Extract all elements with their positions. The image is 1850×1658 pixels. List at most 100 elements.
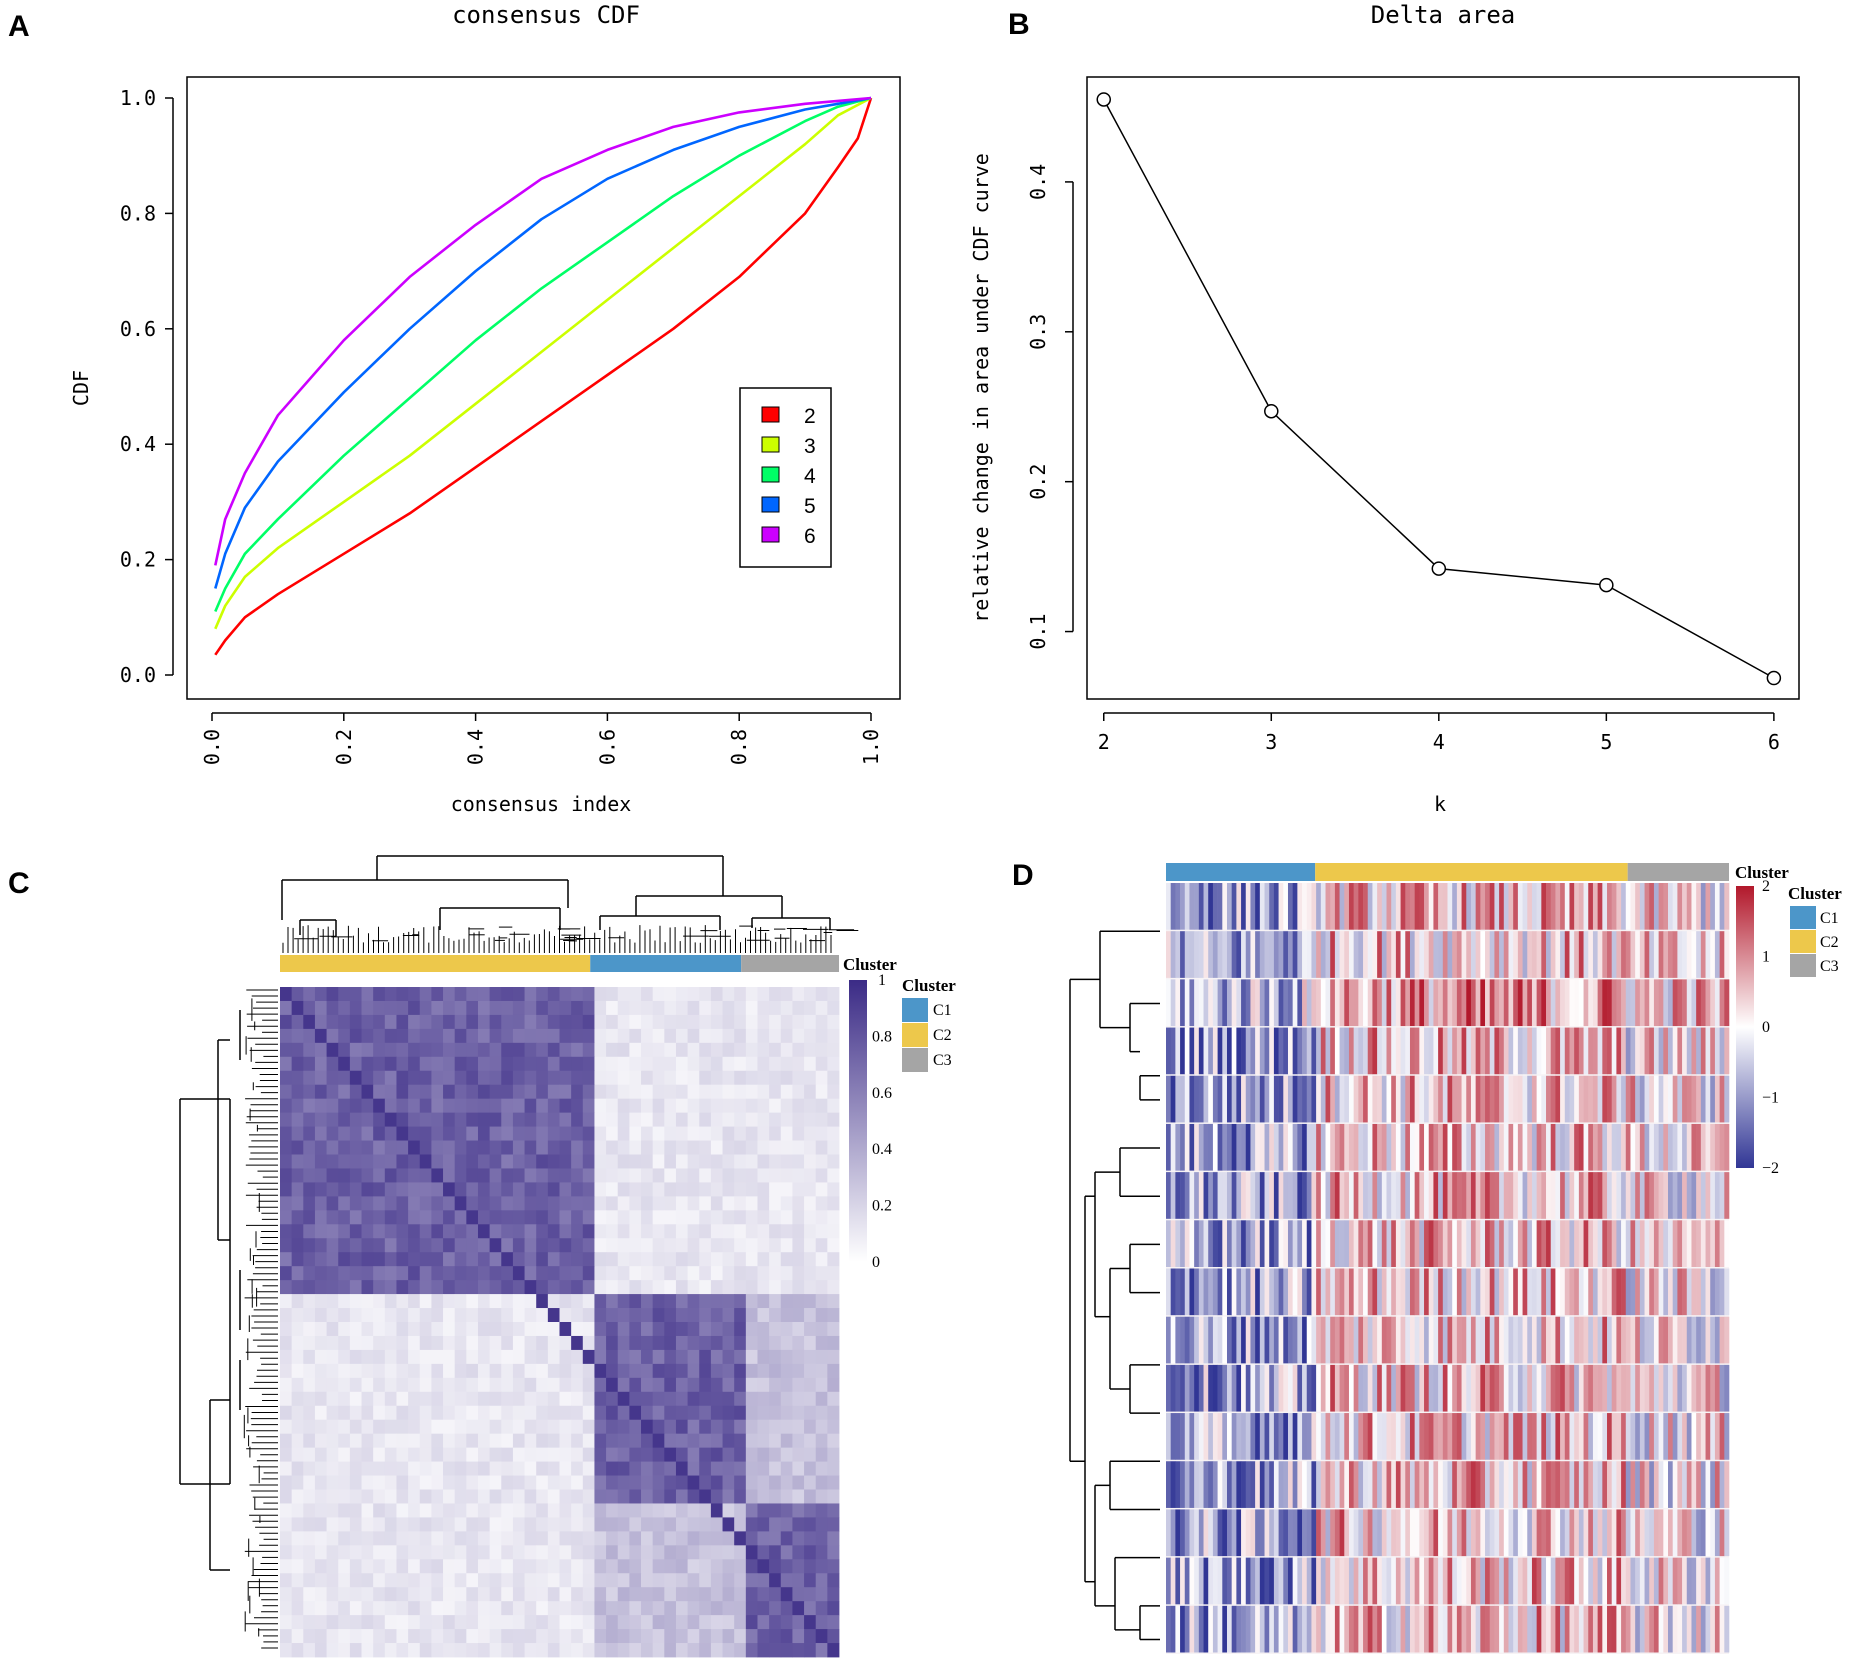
chart-d-cell	[1208, 931, 1214, 978]
chart-c-cell	[606, 1112, 619, 1127]
chart-c-cell	[710, 1475, 723, 1490]
chart-d-cell	[1592, 1268, 1598, 1316]
chart-c-cell	[804, 1224, 817, 1239]
chart-c-cell	[582, 1377, 595, 1393]
chart-d-cell	[1546, 1075, 1552, 1123]
chart-c-cell	[443, 1601, 456, 1616]
chart-c-cell	[792, 1154, 805, 1169]
chart-d-cell	[1428, 1268, 1434, 1316]
chart-d-cell	[1569, 1172, 1575, 1219]
chart-d-cell	[1381, 1268, 1387, 1316]
chart-c-cell	[827, 1084, 840, 1100]
chart-d-cell	[1428, 1605, 1434, 1653]
chart-c-cell	[827, 1419, 840, 1435]
chart-c-cell	[419, 1475, 432, 1490]
chart-d-cell	[1560, 1605, 1566, 1653]
chart-c-cell	[501, 1335, 514, 1351]
chart-d-cell	[1682, 1316, 1688, 1364]
chart-c-cell	[466, 1294, 479, 1309]
chart-d-cell	[1714, 1268, 1720, 1316]
chart-d-cell	[1241, 1027, 1247, 1075]
chart-d-cell	[1208, 1364, 1214, 1412]
chart-c-cell	[477, 1391, 491, 1407]
chart-d-cell	[1616, 1075, 1622, 1123]
chart-c-cell	[745, 1335, 758, 1351]
chart-d-cell	[1461, 1509, 1467, 1557]
chart-c-cell	[396, 1294, 409, 1309]
chart-d-cell	[1330, 1220, 1336, 1267]
chart-d-cell	[1428, 979, 1434, 1027]
chart-c-cell	[524, 1322, 537, 1337]
chart-c-cell	[757, 1196, 770, 1211]
chart-c-cell	[606, 1629, 619, 1644]
chart-c-colorbar: 10.80.60.40.20	[849, 972, 892, 1271]
chart-c-cell	[314, 1126, 327, 1141]
chart-d-cell	[1400, 1123, 1406, 1171]
chart-c-cell	[349, 1643, 362, 1658]
chart-d-cell	[1424, 1220, 1430, 1267]
chart-d-cell	[1691, 1123, 1697, 1171]
chart-c-cell	[373, 1028, 386, 1044]
chart-d-cell	[1325, 1557, 1331, 1605]
chart-c-cell	[804, 1475, 817, 1490]
chart-c-cell	[547, 1322, 560, 1337]
chart-d-cell	[1621, 1364, 1627, 1412]
chart-c-cell	[536, 1391, 549, 1407]
chart-c-cell	[769, 1433, 782, 1449]
chart-d-cell	[1320, 1509, 1326, 1557]
chart-c-cell	[466, 1601, 479, 1616]
chart-c-cell	[303, 1168, 316, 1183]
chart-d-cell	[1574, 1075, 1580, 1123]
chart-d-cell	[1245, 883, 1251, 930]
chart-c-cell	[373, 1377, 386, 1393]
chart-c-cell	[512, 1391, 525, 1407]
chart-d-cell	[1334, 931, 1340, 978]
chart-c-cell	[641, 1182, 654, 1197]
chart-d-cell	[1428, 1316, 1434, 1364]
chart-d-cell	[1358, 1075, 1364, 1123]
chart-d-cell	[1180, 1413, 1186, 1460]
chart-d-cell	[1550, 1220, 1556, 1267]
chart-c-cell	[780, 1280, 793, 1295]
chart-d-cell	[1508, 883, 1514, 930]
chart-c-cell	[512, 1377, 525, 1393]
chart-d-cell	[1386, 883, 1392, 930]
chart-d-cell	[1348, 1268, 1354, 1316]
chart-c-cell	[431, 1042, 444, 1058]
chart-d-cell	[1348, 1123, 1354, 1171]
chart-c-cell	[338, 1154, 351, 1169]
chart-c-cell	[314, 1056, 327, 1072]
chart-d-cell	[1658, 883, 1664, 930]
chart-c-cell	[641, 1349, 654, 1365]
chart-d-cell	[1194, 1364, 1200, 1412]
chart-c-cell	[431, 1196, 444, 1211]
chart-d-colorbar-tick-label: 1	[1762, 949, 1770, 966]
chart-c-cell	[361, 1112, 374, 1127]
chart-c-cell	[757, 1266, 770, 1281]
chart-c-cell	[501, 1042, 514, 1058]
chart-c-cell	[477, 1629, 491, 1644]
chart-c-cell	[361, 1545, 374, 1560]
chart-c-cell	[617, 1056, 630, 1072]
chart-d-cell	[1217, 931, 1223, 978]
chart-d-cell	[1170, 1509, 1176, 1557]
chart-d-cell	[1550, 883, 1556, 930]
chart-d-cell	[1644, 979, 1650, 1027]
chart-c-cell	[757, 1587, 770, 1602]
chart-c-cell	[815, 1587, 828, 1602]
chart-c-cell	[594, 1643, 607, 1658]
chart-c-cell	[629, 1405, 642, 1421]
chart-c-cell	[815, 1084, 828, 1100]
chart-c-cell	[419, 1447, 432, 1462]
chart-c-cell	[338, 1056, 351, 1072]
chart-c-cell	[547, 1475, 560, 1490]
chart-c-cell	[629, 1000, 642, 1016]
chart-d-cell	[1311, 1605, 1317, 1653]
chart-d-cell	[1250, 883, 1256, 930]
chart-c-cell	[280, 1601, 293, 1616]
chart-d-cell	[1311, 883, 1317, 930]
chart-d-cell	[1414, 1509, 1420, 1557]
chart-d-cell	[1170, 1075, 1176, 1123]
chart-d-cell	[1700, 1268, 1706, 1316]
chart-c-cell	[571, 1168, 584, 1183]
